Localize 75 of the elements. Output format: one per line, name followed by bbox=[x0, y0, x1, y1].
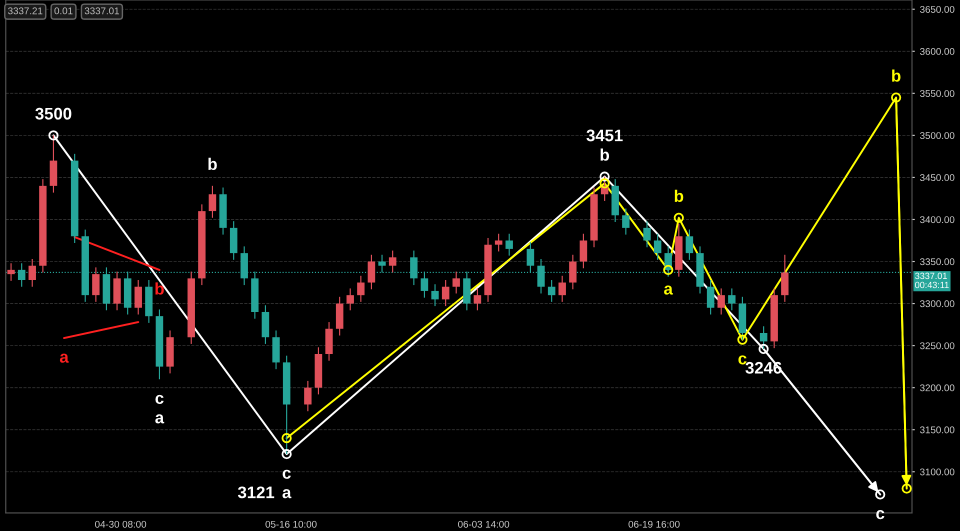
y-tick-label: 3650.00 bbox=[920, 6, 954, 13]
candlestick bbox=[686, 229, 694, 260]
candlestick bbox=[548, 279, 556, 302]
point bbox=[282, 433, 292, 444]
annotation: a bbox=[282, 489, 292, 498]
candlestick bbox=[718, 288, 725, 316]
point bbox=[282, 449, 292, 460]
candlestick bbox=[357, 275, 365, 302]
x-tick-label: 05-16 10:00 bbox=[265, 520, 317, 528]
annotation: b bbox=[892, 70, 901, 82]
annotation: a bbox=[664, 286, 673, 295]
point bbox=[737, 334, 748, 345]
candlestick bbox=[388, 250, 396, 274]
candlestick bbox=[580, 233, 588, 269]
y-tick-label: 3150.00 bbox=[920, 426, 954, 434]
candlestick bbox=[431, 284, 439, 307]
y-tick-label: 3550.00 bbox=[920, 90, 954, 97]
annotation: b bbox=[208, 158, 217, 170]
candlestick bbox=[452, 271, 460, 294]
candlestick bbox=[346, 288, 354, 311]
annotation: b bbox=[155, 282, 164, 295]
x-tick-label: 06-03 14:00 bbox=[458, 520, 510, 528]
annotation: 3121 bbox=[238, 486, 274, 498]
candlestick bbox=[92, 266, 100, 302]
candlestick bbox=[28, 258, 36, 288]
x-tick-label: 04-30 08:00 bbox=[95, 520, 146, 528]
candlestick bbox=[134, 279, 142, 316]
y-tick-label: 3200.00 bbox=[920, 384, 954, 392]
y-tick-label: 3250.00 bbox=[920, 342, 954, 350]
annotation: 3500 bbox=[35, 108, 72, 120]
y-tick-label: 3100.00 bbox=[920, 468, 954, 476]
candlestick bbox=[494, 233, 502, 252]
y-tick-label: 3350.00 bbox=[920, 258, 954, 266]
candlestick bbox=[7, 262, 15, 282]
candlestick bbox=[781, 254, 789, 302]
annotation: c bbox=[876, 510, 884, 520]
y-tick-label: 3500.00 bbox=[920, 132, 954, 140]
annotation: 3337.01 bbox=[84, 7, 120, 14]
candlestick bbox=[304, 380, 312, 412]
annotation: 3337.21 bbox=[8, 7, 42, 14]
point bbox=[600, 178, 610, 188]
candlestick bbox=[420, 271, 428, 298]
annotation: b bbox=[600, 148, 610, 161]
annotation: a bbox=[155, 414, 164, 424]
y-tick-label: 3300.00 bbox=[920, 300, 954, 308]
point bbox=[758, 344, 769, 354]
candlestick bbox=[728, 288, 736, 311]
y-tick-label: 3600.00 bbox=[920, 48, 954, 55]
candlestick bbox=[442, 279, 450, 307]
annotation: c bbox=[155, 394, 164, 404]
candlestick bbox=[368, 254, 376, 290]
point bbox=[674, 212, 684, 223]
ref-line-label: 3337.01 00:43:11 bbox=[915, 272, 949, 288]
candlestick bbox=[208, 185, 216, 218]
annotation: 3451 bbox=[586, 130, 623, 142]
candlestick bbox=[506, 233, 513, 256]
candlestick bbox=[474, 288, 482, 311]
annotation: c bbox=[738, 355, 747, 364]
candlestick bbox=[558, 275, 566, 302]
candlestick bbox=[622, 208, 630, 236]
point bbox=[600, 172, 610, 182]
candlestick bbox=[643, 220, 651, 248]
point bbox=[663, 264, 674, 275]
candlestick bbox=[706, 279, 714, 316]
annotation: a bbox=[60, 354, 69, 363]
x-tick-label: 06-19 16:00 bbox=[628, 520, 680, 528]
y-tick-label: 3400.00 bbox=[920, 216, 954, 224]
y-tick-label: 3450.00 bbox=[920, 174, 954, 182]
point bbox=[48, 130, 59, 140]
candlestick bbox=[569, 254, 577, 290]
candlestick bbox=[654, 233, 662, 260]
annotation: b bbox=[674, 190, 684, 202]
point bbox=[875, 489, 886, 500]
annotation: 0.01 bbox=[54, 7, 73, 14]
annotation: c bbox=[282, 470, 291, 479]
